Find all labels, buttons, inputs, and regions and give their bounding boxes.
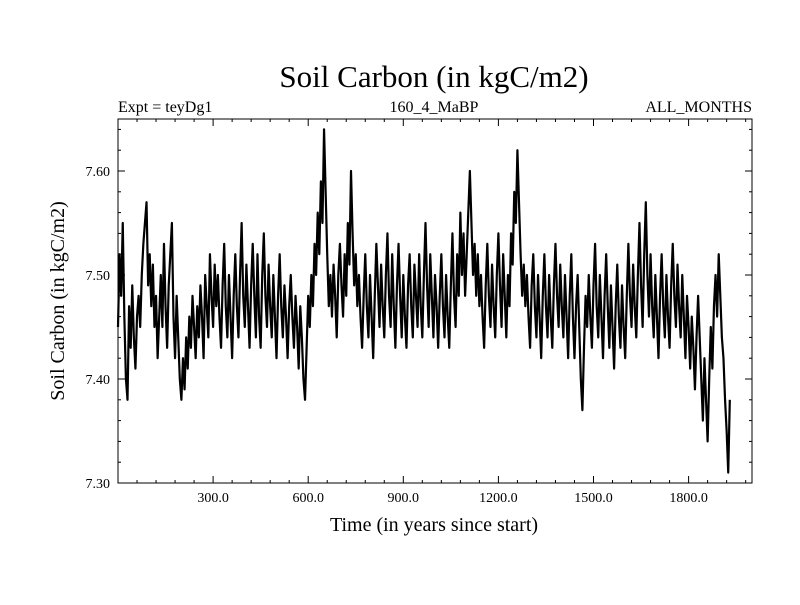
x-tick-label-0: 300.0 bbox=[197, 491, 229, 506]
x-tick-label-3: 1200.0 bbox=[479, 491, 518, 506]
x-axis-tick-labels: 300.0 600.0 900.0 1200.0 1500.0 1800.0 bbox=[197, 491, 707, 506]
x-axis-label: Time (in years since start) bbox=[330, 514, 538, 536]
x-tick-label-5: 1800.0 bbox=[669, 491, 708, 506]
y-tick-label-3: 7.60 bbox=[86, 165, 111, 180]
plot-frame bbox=[117, 118, 753, 484]
subtitle-left: Expt = teyDg1 bbox=[118, 99, 212, 116]
x-tick-label-1: 600.0 bbox=[292, 491, 324, 506]
subtitle-right: ALL_MONTHS bbox=[645, 99, 752, 116]
chart-title: Soil Carbon (in kgC/m2) bbox=[279, 59, 588, 94]
y-tick-label-2: 7.50 bbox=[86, 269, 111, 284]
y-tick-label-1: 7.40 bbox=[86, 373, 111, 388]
x-tick-label-4: 1500.0 bbox=[574, 491, 613, 506]
y-axis-tick-labels: 7.30 7.40 7.50 7.60 bbox=[86, 165, 111, 492]
soil-carbon-series-line bbox=[116, 128, 731, 474]
subtitle-center: 160_4_MaBP bbox=[390, 99, 479, 116]
y-tick-label-0: 7.30 bbox=[86, 477, 111, 492]
y-axis-label: Soil Carbon (in kgC/m2) bbox=[47, 201, 69, 400]
x-tick-label-2: 900.0 bbox=[388, 491, 420, 506]
